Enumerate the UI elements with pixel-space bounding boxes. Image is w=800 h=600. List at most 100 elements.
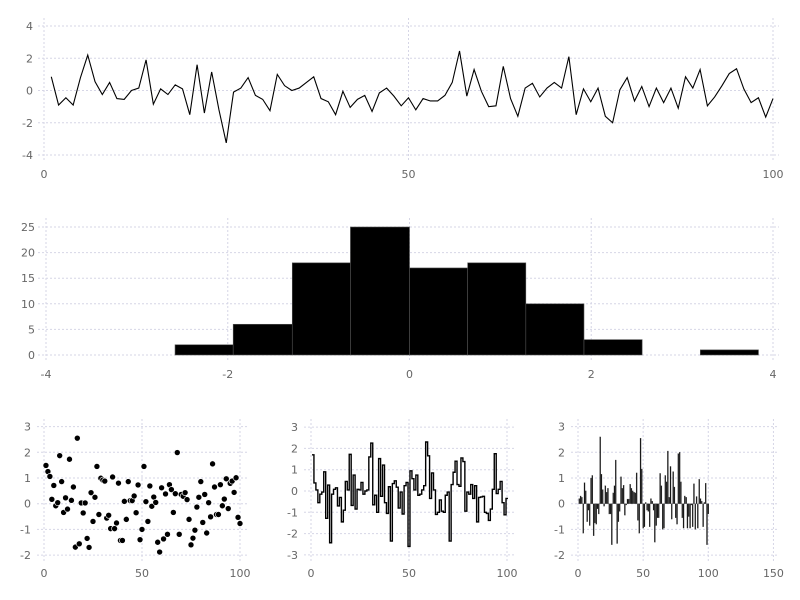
- bar: [595, 503, 597, 525]
- scatter-point: [66, 455, 73, 463]
- bar: [682, 503, 685, 529]
- y-tick-label: 0: [558, 498, 565, 511]
- y-tick-label: 1: [24, 472, 31, 485]
- scatter-point: [70, 483, 77, 491]
- bar: [655, 503, 657, 526]
- bar: [582, 503, 584, 534]
- bar: [668, 497, 670, 504]
- scatter-point: [158, 484, 165, 492]
- bar: [659, 473, 661, 504]
- bar: [650, 498, 652, 504]
- x-tick-label: 100: [230, 567, 251, 580]
- x-tick-label: 0: [406, 368, 413, 381]
- scatter-point: [89, 518, 97, 525]
- step-line: [311, 441, 508, 548]
- bar: [660, 485, 663, 504]
- scatter-point: [160, 535, 167, 543]
- bar: [617, 503, 620, 522]
- scatter-point: [42, 462, 50, 469]
- bar: [662, 503, 664, 530]
- y-tick-label: 2: [24, 446, 31, 459]
- bar: [637, 503, 639, 521]
- bar: [578, 498, 580, 504]
- x-tick-label: 0: [308, 567, 315, 580]
- bar: [629, 484, 631, 504]
- scatter-point: [181, 489, 189, 496]
- scatter-point: [209, 460, 216, 468]
- histogram-bar: [583, 339, 643, 356]
- bar: [697, 503, 699, 529]
- bar: [651, 500, 653, 504]
- bar: [625, 503, 627, 506]
- bar: [667, 450, 669, 504]
- scatter-point: [236, 520, 244, 527]
- bar: [654, 503, 656, 543]
- x-tick-label: 2: [588, 368, 595, 381]
- y-tick-label: 4: [26, 20, 33, 33]
- scatter-point: [138, 526, 146, 533]
- bar: [599, 436, 601, 504]
- x-tick-label: 50: [636, 567, 650, 580]
- y-tick-label: -1: [554, 523, 565, 536]
- bar: [586, 503, 588, 522]
- bar: [626, 498, 629, 504]
- y-tick-label: -1: [20, 523, 31, 536]
- bar: [702, 503, 704, 527]
- bar: [656, 503, 659, 518]
- scatter-point: [119, 537, 126, 544]
- bar: [646, 503, 648, 511]
- scatter-point: [130, 492, 138, 500]
- bar: [622, 485, 625, 504]
- bar: [686, 503, 689, 529]
- bar: [641, 468, 643, 504]
- bar: [590, 477, 592, 504]
- y-tick-label: 0: [28, 349, 35, 362]
- scatter-point: [189, 534, 197, 542]
- bar: [680, 481, 682, 504]
- bar: [642, 503, 644, 529]
- scatter-point: [121, 498, 128, 505]
- scatter-point: [115, 479, 122, 487]
- x-tick-label: -2: [222, 368, 233, 381]
- x-tick-label: 100: [497, 567, 518, 580]
- scatter-point: [54, 499, 62, 506]
- scatter-point: [185, 516, 193, 523]
- scatter-point: [175, 530, 183, 538]
- scatter-point: [134, 481, 142, 489]
- bar: [633, 491, 635, 504]
- x-tick-label: 0: [41, 168, 48, 181]
- scatter-point: [215, 511, 222, 518]
- scatter-point: [83, 535, 91, 542]
- bar: [615, 459, 617, 504]
- bar: [628, 498, 630, 504]
- y-tick-label: 1: [291, 464, 298, 477]
- bar: [624, 503, 626, 516]
- y-tick-label: 25: [21, 221, 35, 234]
- bar: [685, 497, 687, 504]
- scatter-point: [164, 530, 171, 538]
- bar: [612, 492, 614, 504]
- scatter-point: [148, 502, 156, 510]
- scatter-point: [146, 482, 154, 490]
- bar: [643, 503, 646, 527]
- bar: [607, 488, 609, 504]
- scatter-point: [221, 495, 228, 503]
- scatter-point: [111, 525, 118, 532]
- scatter-point: [56, 452, 63, 459]
- scatter-point: [132, 509, 140, 516]
- scatter-point: [224, 505, 232, 512]
- scatter-point: [58, 478, 65, 485]
- histogram-bar: [525, 303, 585, 356]
- bar: [602, 489, 604, 504]
- y-tick-label: 15: [21, 272, 35, 285]
- bar: [690, 503, 693, 506]
- y-tick-label: 0: [26, 85, 33, 98]
- panel-bar: 0 50 100 150 -2 -1 0 1 2 3: [554, 419, 784, 580]
- scatter-point: [191, 526, 199, 534]
- y-tick-label: 20: [21, 247, 35, 260]
- bar: [638, 503, 640, 534]
- bar: [605, 491, 608, 504]
- bar: [598, 503, 600, 515]
